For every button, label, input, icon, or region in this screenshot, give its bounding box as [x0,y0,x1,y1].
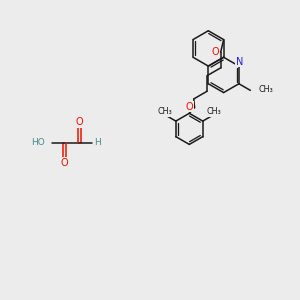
Text: CH₃: CH₃ [157,107,172,116]
Text: HO: HO [32,138,45,147]
Text: H: H [94,138,100,147]
Text: O: O [212,47,219,57]
Text: N: N [236,57,243,67]
Text: O: O [185,102,193,112]
Text: CH₃: CH₃ [259,85,273,94]
Text: O: O [76,117,83,127]
Text: O: O [61,158,68,168]
Text: CH₃: CH₃ [206,107,221,116]
